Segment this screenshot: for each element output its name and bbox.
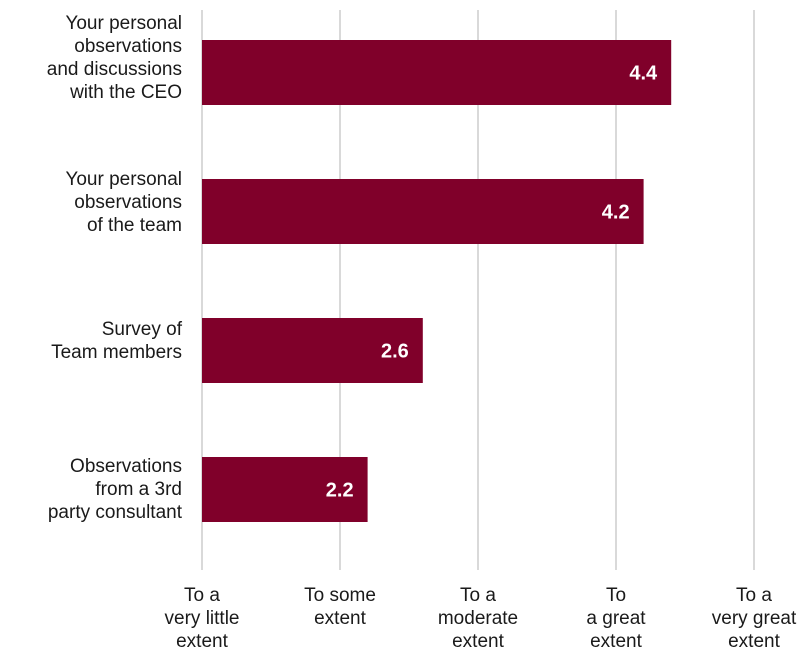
x-tick-label: To a moderate extent xyxy=(437,585,519,652)
bar xyxy=(202,40,672,105)
category-label: Survey of Team members xyxy=(51,319,182,363)
bar-value-label: 4.2 xyxy=(602,202,630,224)
x-tick-label: To some extent xyxy=(304,585,376,629)
category-label: Observations from a 3rd party consultant xyxy=(47,456,182,523)
category-label: Your personal observations of the team xyxy=(65,169,182,236)
x-tick-label: To a very great extent xyxy=(711,585,797,652)
bar-value-label: 4.4 xyxy=(629,63,658,85)
bar-value-label: 2.2 xyxy=(326,480,354,502)
bar-value-label: 2.6 xyxy=(381,341,409,363)
x-tick-label: To a very little extent xyxy=(164,585,240,652)
bar xyxy=(202,457,368,522)
category-label: Your personal observations and discussio… xyxy=(46,13,182,103)
bar xyxy=(202,318,423,383)
x-tick-label: To a great extent xyxy=(586,585,646,652)
bar xyxy=(202,179,644,244)
